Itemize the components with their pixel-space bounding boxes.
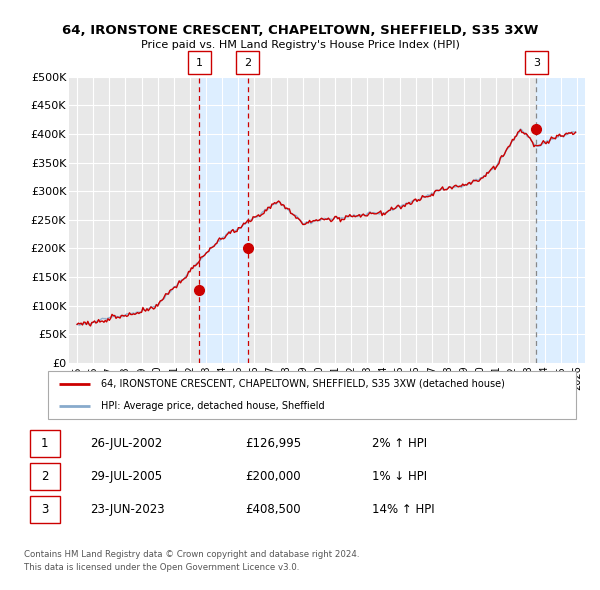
Bar — [536, 77, 585, 363]
Text: 26-JUL-2002: 26-JUL-2002 — [90, 437, 163, 450]
Text: Contains HM Land Registry data © Crown copyright and database right 2024.: Contains HM Land Registry data © Crown c… — [24, 550, 359, 559]
Text: 1: 1 — [196, 58, 203, 67]
Text: 3: 3 — [41, 503, 49, 516]
FancyBboxPatch shape — [48, 371, 576, 419]
Bar — [553, 77, 585, 363]
Text: 14% ↑ HPI: 14% ↑ HPI — [372, 503, 434, 516]
FancyBboxPatch shape — [29, 496, 60, 523]
Bar — [199, 77, 248, 363]
Text: 2% ↑ HPI: 2% ↑ HPI — [372, 437, 427, 450]
Text: This data is licensed under the Open Government Licence v3.0.: This data is licensed under the Open Gov… — [24, 563, 299, 572]
Text: 2: 2 — [41, 470, 49, 483]
FancyBboxPatch shape — [29, 430, 60, 457]
Text: 23-JUN-2023: 23-JUN-2023 — [90, 503, 165, 516]
Text: £408,500: £408,500 — [245, 503, 301, 516]
Text: 1: 1 — [41, 437, 49, 450]
Text: £126,995: £126,995 — [245, 437, 301, 450]
Text: 2: 2 — [244, 58, 251, 67]
Text: Price paid vs. HM Land Registry's House Price Index (HPI): Price paid vs. HM Land Registry's House … — [140, 40, 460, 50]
Text: HPI: Average price, detached house, Sheffield: HPI: Average price, detached house, Shef… — [101, 401, 325, 411]
Text: 1% ↓ HPI: 1% ↓ HPI — [372, 470, 427, 483]
Text: 3: 3 — [533, 58, 540, 67]
FancyBboxPatch shape — [29, 463, 60, 490]
Text: 29-JUL-2005: 29-JUL-2005 — [90, 470, 163, 483]
Text: £200,000: £200,000 — [245, 470, 301, 483]
Text: 64, IRONSTONE CRESCENT, CHAPELTOWN, SHEFFIELD, S35 3XW: 64, IRONSTONE CRESCENT, CHAPELTOWN, SHEF… — [62, 24, 538, 37]
Text: 64, IRONSTONE CRESCENT, CHAPELTOWN, SHEFFIELD, S35 3XW (detached house): 64, IRONSTONE CRESCENT, CHAPELTOWN, SHEF… — [101, 379, 505, 389]
